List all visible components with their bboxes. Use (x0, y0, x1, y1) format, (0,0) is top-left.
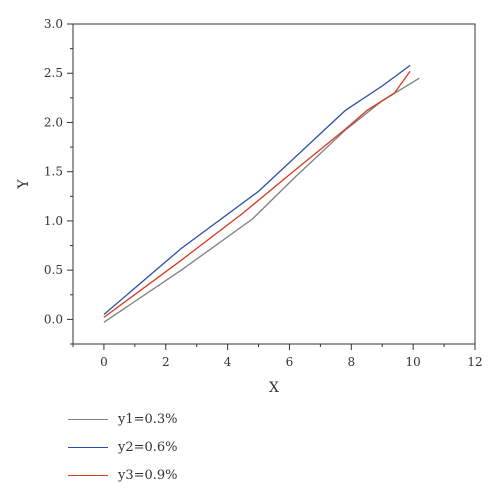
y-tick-label: 0.0 (44, 312, 63, 326)
legend-swatch-y2 (68, 446, 108, 448)
x-tick-label: 2 (162, 355, 170, 369)
series-line-y3 (103, 70, 411, 318)
legend-swatch-y3 (68, 474, 108, 476)
legend-swatch-y1 (68, 418, 108, 420)
line-chart: 0 2 4 6 8 10 12 0.0 0.5 1.0 1.5 2.0 2.5 3.0 X Y (16, 17, 483, 396)
plot-frame (72, 23, 476, 345)
y-tick-label: 2.0 (44, 115, 63, 129)
x-tick-label: 12 (467, 355, 482, 369)
y-axis-label: Y (16, 179, 32, 190)
x-tick-label: 6 (286, 355, 294, 369)
x-tick-label: 0 (100, 355, 108, 369)
x-tick-label: 10 (406, 355, 421, 369)
legend-label-y3: y3=0.9% (118, 467, 178, 483)
legend-item-y1: y1=0.3% (68, 405, 328, 433)
y-tick-label: 2.5 (44, 66, 63, 80)
series-lines (103, 64, 420, 323)
y-axis-ticks: 0.0 0.5 1.0 1.5 2.0 2.5 3.0 (44, 17, 73, 345)
x-axis-ticks: 0 2 4 6 8 10 12 (72, 344, 483, 369)
legend-label-y2: y2=0.6% (118, 439, 178, 455)
series-line-y1 (103, 77, 420, 323)
legend-item-y3: y3=0.9% (68, 461, 328, 489)
x-axis-label: X (269, 380, 279, 396)
y-tick-label: 1.5 (44, 165, 63, 179)
x-tick-label: 4 (224, 355, 232, 369)
y-tick-label: 1.0 (44, 214, 63, 228)
y-tick-label: 3.0 (44, 17, 63, 31)
legend: y1=0.3% y2=0.6% y3=0.9% (68, 405, 328, 489)
series-line-y2 (103, 64, 411, 315)
legend-label-y1: y1=0.3% (118, 411, 178, 427)
x-tick-label: 8 (347, 355, 355, 369)
y-tick-label: 0.5 (44, 263, 63, 277)
legend-item-y2: y2=0.6% (68, 433, 328, 461)
